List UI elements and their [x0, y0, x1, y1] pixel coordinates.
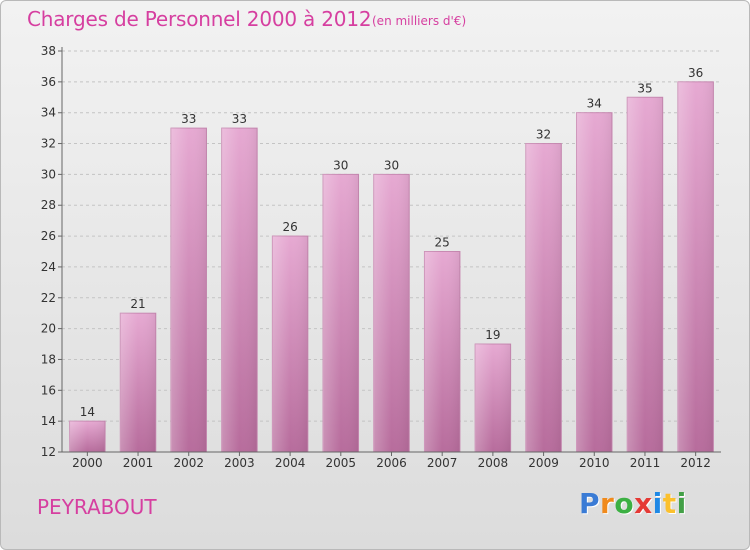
y-tick-label: 38	[41, 44, 56, 58]
bar-highlight	[576, 112, 613, 452]
y-tick-label: 36	[41, 75, 56, 89]
x-tick-label: 2002	[173, 456, 204, 470]
data-label: 25	[435, 236, 450, 250]
x-tick-label: 2007	[427, 456, 458, 470]
y-tick-label: 22	[41, 291, 56, 305]
logo-letter: t	[662, 487, 677, 520]
x-tick-label: 2001	[123, 456, 154, 470]
data-label: 33	[181, 112, 196, 126]
logo-letter: i	[676, 487, 687, 520]
data-label: 30	[333, 158, 348, 172]
proxiti-logo: Proxiti	[579, 487, 687, 520]
data-label: 30	[384, 158, 399, 172]
data-label: 14	[80, 405, 95, 419]
bar-highlight	[323, 174, 359, 452]
y-tick-label: 30	[41, 167, 56, 181]
x-tick-label: 2006	[376, 456, 407, 470]
x-tick-label: 2003	[224, 456, 255, 470]
chart-subtitle: (en milliers d'€)	[372, 14, 467, 28]
data-label: 19	[485, 328, 500, 342]
x-tick-label: 2009	[528, 456, 559, 470]
x-tick-label: 2011	[630, 456, 661, 470]
y-tick-label: 18	[41, 352, 56, 366]
bar-highlight	[373, 174, 410, 452]
y-tick-label: 24	[41, 260, 56, 274]
axes: 12 14 16 18 20 22 24 26 28 30 32 34 36 38 2000 2001 2002…	[41, 44, 721, 470]
bar-highlight	[170, 128, 207, 452]
data-label: 26	[282, 220, 297, 234]
x-tick-label: 2008	[478, 456, 509, 470]
logo-letter: i	[652, 487, 663, 520]
x-tick-label: 2004	[275, 456, 306, 470]
bar-highlight	[272, 236, 308, 452]
city-name: PEYRABOUT	[37, 495, 157, 519]
logo-letter: x	[634, 487, 653, 520]
bar-highlight	[120, 313, 156, 452]
data-label: 35	[637, 81, 652, 95]
bar-highlight	[221, 128, 258, 452]
bar-highlight	[627, 97, 663, 453]
y-tick-label: 14	[41, 414, 56, 428]
y-tick-label: 32	[41, 137, 56, 151]
data-label: 33	[232, 112, 247, 126]
data-label: 36	[688, 66, 703, 80]
logo-letter: P	[579, 487, 601, 520]
data-label: 34	[587, 97, 602, 111]
logo-letter: o	[614, 487, 635, 520]
chart-title: Charges de Personnel 2000 à 2012	[27, 7, 372, 31]
bar-highlight	[475, 344, 511, 452]
y-tick-label: 34	[41, 106, 56, 120]
data-label: 21	[130, 297, 145, 311]
y-tick-label: 12	[41, 445, 56, 459]
bars: 14 21 33 33 26 30 30 25 19 32 34 35 36	[69, 66, 714, 453]
x-tick-label: 2000	[72, 456, 103, 470]
bar-highlight	[424, 251, 460, 452]
y-tick-label: 26	[41, 229, 56, 243]
x-tick-label: 2012	[680, 456, 711, 470]
data-label: 32	[536, 128, 551, 142]
logo-letter: r	[600, 487, 615, 520]
bar-highlight	[69, 421, 106, 452]
x-tick-label: 2005	[326, 456, 357, 470]
x-tick-label: 2010	[579, 456, 610, 470]
y-tick-label: 20	[41, 322, 56, 336]
y-tick-label: 16	[41, 383, 56, 397]
y-tick-label: 28	[41, 198, 56, 212]
bar-highlight	[525, 143, 562, 453]
bar-highlight	[677, 81, 714, 452]
